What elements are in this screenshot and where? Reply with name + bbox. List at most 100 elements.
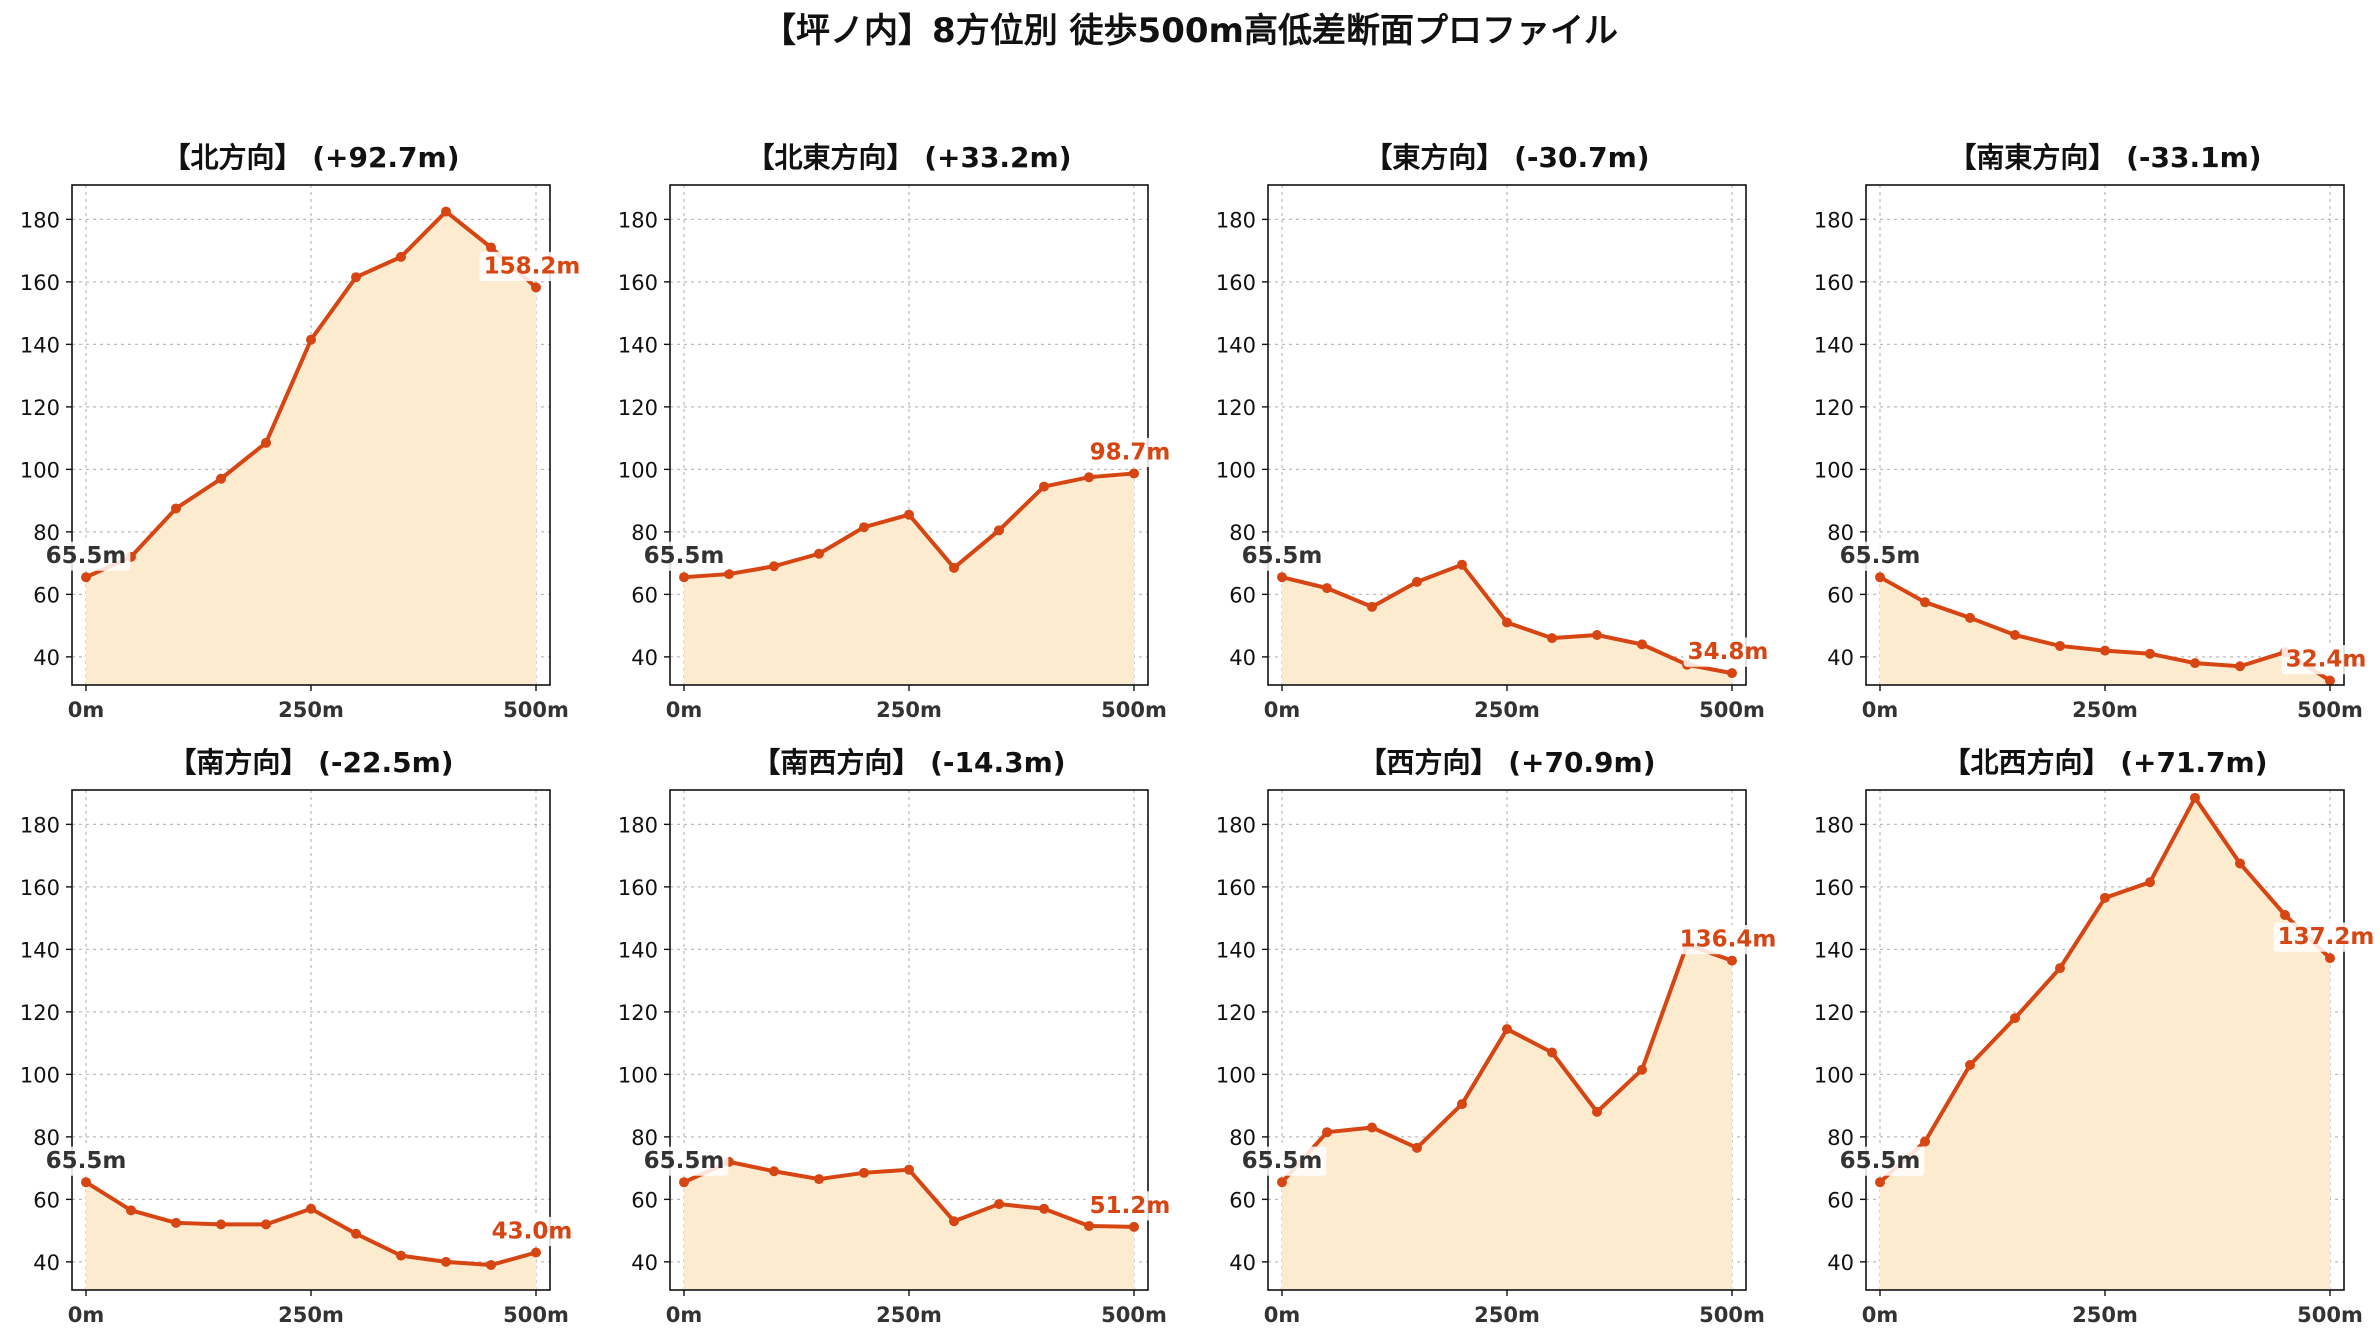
label-background	[2281, 645, 2371, 675]
label-background	[639, 1146, 729, 1176]
y-tick-label: 60	[1229, 1188, 1256, 1212]
start-elevation-label: 65.5m	[644, 1148, 725, 1174]
area-fill	[1880, 577, 2330, 685]
y-tick-label: 60	[631, 1188, 658, 1212]
data-point	[1592, 630, 1602, 640]
y-tick-label: 140	[1216, 938, 1256, 962]
y-tick-label: 180	[1814, 813, 1854, 837]
x-tick-label: 0m	[1264, 1303, 1301, 1327]
data-point	[441, 1256, 451, 1267]
y-tick-label: 40	[1827, 1251, 1854, 1275]
data-point	[306, 334, 316, 345]
y-tick-label: 140	[618, 938, 658, 962]
data-point	[859, 1167, 869, 1178]
data-point	[1637, 1064, 1647, 1075]
y-tick-label: 160	[1814, 271, 1854, 295]
data-point	[1457, 1099, 1467, 1110]
data-point	[859, 522, 869, 533]
data-point	[2235, 661, 2245, 672]
label-background	[2273, 922, 2379, 952]
y-tick-label: 160	[618, 876, 658, 900]
label-background	[639, 541, 729, 571]
data-point	[2010, 1013, 2020, 1024]
data-point	[2100, 645, 2110, 656]
label-background	[41, 1146, 131, 1176]
y-tick-label: 140	[20, 333, 60, 357]
data-point	[1547, 633, 1557, 644]
data-point	[351, 272, 361, 283]
label-background	[479, 251, 585, 282]
label-background	[1237, 1146, 1327, 1176]
x-tick-label: 500m	[503, 698, 569, 722]
y-tick-label: 160	[618, 271, 658, 295]
data-point	[904, 509, 914, 520]
data-point	[351, 1228, 361, 1239]
data-point	[904, 1164, 914, 1175]
x-tick-label: 250m	[2072, 1303, 2138, 1327]
x-tick-label: 500m	[1699, 698, 1765, 722]
area-fill	[86, 1182, 536, 1290]
y-tick-label: 120	[618, 1001, 658, 1025]
label-background	[1683, 637, 1773, 667]
x-tick-label: 250m	[2072, 698, 2138, 722]
panel-title: 【南西方向】 (-14.3m)	[752, 746, 1065, 779]
label-background	[1237, 541, 1327, 571]
data-point	[2280, 910, 2290, 920]
y-tick-label: 80	[1229, 521, 1256, 545]
start-elevation-label: 65.5m	[644, 543, 725, 569]
data-point	[1637, 639, 1647, 650]
y-tick-label: 160	[20, 876, 60, 900]
end-elevation-label: 158.2m	[484, 254, 581, 280]
data-point	[216, 473, 226, 484]
area-fill	[1282, 944, 1732, 1290]
data-point	[2235, 858, 2245, 869]
data-point	[1039, 481, 1049, 492]
data-point	[261, 1219, 271, 1230]
start-elevation-label: 65.5m	[1242, 1148, 1323, 1174]
data-point	[724, 569, 734, 580]
y-tick-label: 100	[1216, 458, 1256, 482]
y-tick-label: 180	[1216, 813, 1256, 837]
x-tick-label: 250m	[278, 1303, 344, 1327]
data-point	[531, 1247, 541, 1258]
y-tick-label: 40	[33, 646, 60, 670]
x-tick-label: 0m	[1862, 1303, 1899, 1327]
data-point	[261, 437, 271, 448]
data-point	[1084, 472, 1094, 483]
data-point	[81, 1177, 91, 1188]
y-tick-label: 120	[20, 396, 60, 420]
y-tick-label: 80	[631, 521, 658, 545]
data-point	[1502, 1024, 1512, 1035]
data-point	[486, 242, 496, 253]
start-elevation-label: 65.5m	[46, 1148, 127, 1174]
y-tick-label: 80	[1827, 1126, 1854, 1150]
data-point	[1129, 1221, 1139, 1232]
data-point	[1367, 601, 1377, 612]
data-point	[814, 1174, 824, 1185]
data-point	[814, 548, 824, 559]
data-point	[2190, 792, 2200, 803]
area-fill	[684, 1161, 1134, 1290]
x-tick-label: 250m	[876, 698, 942, 722]
data-point	[171, 503, 181, 514]
y-tick-label: 160	[1216, 271, 1256, 295]
data-point	[1965, 1060, 1975, 1070]
start-elevation-label: 65.5m	[1840, 543, 1921, 569]
y-tick-label: 100	[1814, 458, 1854, 482]
data-point	[1039, 1203, 1049, 1214]
data-point	[2010, 630, 2020, 640]
end-elevation-label: 98.7m	[1090, 439, 1171, 465]
data-point	[306, 1203, 316, 1214]
data-point	[1502, 617, 1512, 628]
data-point	[1727, 955, 1737, 966]
data-point	[396, 251, 406, 262]
data-point	[1965, 612, 1975, 623]
end-elevation-label: 136.4m	[1680, 927, 1777, 953]
panel-title: 【西方向】 (+70.9m)	[1358, 746, 1655, 779]
y-tick-label: 120	[1814, 396, 1854, 420]
label-background	[1675, 925, 1781, 955]
data-point	[2145, 648, 2155, 659]
y-tick-label: 140	[1216, 333, 1256, 357]
data-point	[679, 1177, 689, 1188]
